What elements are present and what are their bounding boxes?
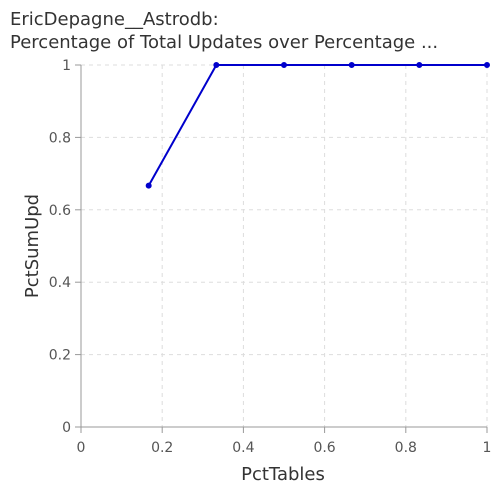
y-tick-label: 0.4 bbox=[49, 275, 71, 291]
data-point bbox=[145, 182, 152, 189]
y-tick-label: 1 bbox=[62, 58, 71, 74]
tick-labels: 0 0.2 0.4 0.6 0.8 1 0 0.2 0.4 0.6 0.8 1 bbox=[49, 58, 492, 456]
y-tick-label: 0.6 bbox=[49, 203, 71, 219]
series bbox=[145, 62, 490, 189]
data-point bbox=[213, 62, 220, 68]
axes bbox=[75, 64, 488, 433]
x-tick-label: 0.2 bbox=[151, 440, 173, 456]
x-tick-label: 0.6 bbox=[313, 440, 335, 456]
x-axis-label: PctTables bbox=[241, 464, 325, 485]
y-tick-label: 0.2 bbox=[49, 348, 71, 364]
y-tick-label: 0.8 bbox=[49, 130, 71, 146]
y-tick-label: 0 bbox=[62, 420, 71, 436]
grid bbox=[80, 64, 488, 428]
chart-title-line-1: EricDepagne__Astrodb: bbox=[10, 9, 219, 30]
x-tick-label: 0.8 bbox=[395, 440, 417, 456]
chart-title: EricDepagne__Astrodb: Percentage of Tota… bbox=[10, 8, 496, 54]
data-point bbox=[281, 62, 287, 68]
data-point bbox=[416, 62, 423, 68]
x-tick-label: 1 bbox=[483, 440, 492, 456]
data-point bbox=[484, 62, 490, 68]
x-tick-label: 0.4 bbox=[232, 440, 254, 456]
series-line bbox=[147, 64, 487, 187]
y-axis-label: PctSumUpd bbox=[22, 194, 43, 298]
chart-title-line-2: Percentage of Total Updates over Percent… bbox=[10, 32, 439, 53]
data-point bbox=[348, 62, 355, 68]
x-tick-label: 0 bbox=[77, 440, 86, 456]
